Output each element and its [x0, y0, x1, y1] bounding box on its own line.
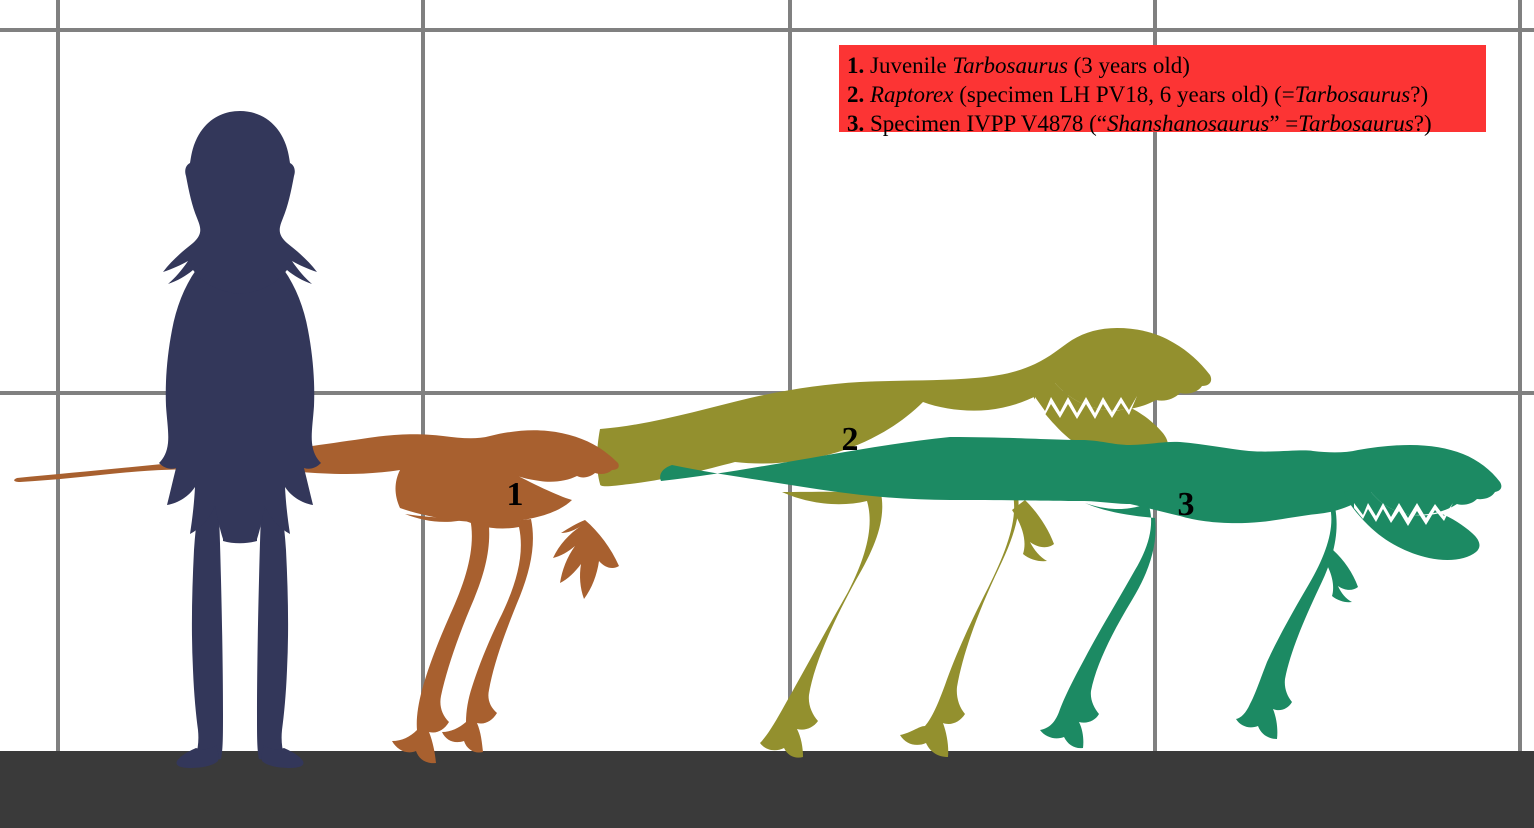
- svg-text:3: 3: [1178, 486, 1195, 523]
- svg-text:2: 2: [842, 421, 859, 458]
- svg-text:1: 1: [507, 476, 524, 513]
